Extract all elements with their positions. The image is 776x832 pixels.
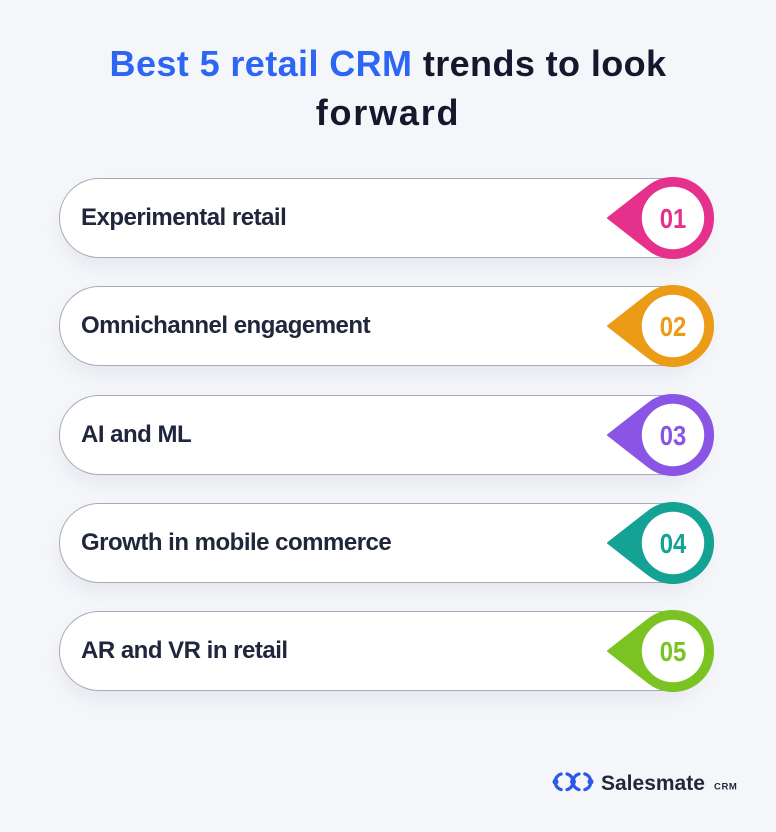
svg-text:01: 01 bbox=[660, 203, 687, 234]
svg-text:02: 02 bbox=[660, 311, 687, 342]
svg-text:04: 04 bbox=[660, 528, 687, 559]
svg-text:CRM: CRM bbox=[714, 782, 737, 793]
svg-text:05: 05 bbox=[660, 636, 687, 667]
svg-text:03: 03 bbox=[660, 420, 687, 451]
svg-text:Salesmate: Salesmate bbox=[601, 772, 705, 795]
